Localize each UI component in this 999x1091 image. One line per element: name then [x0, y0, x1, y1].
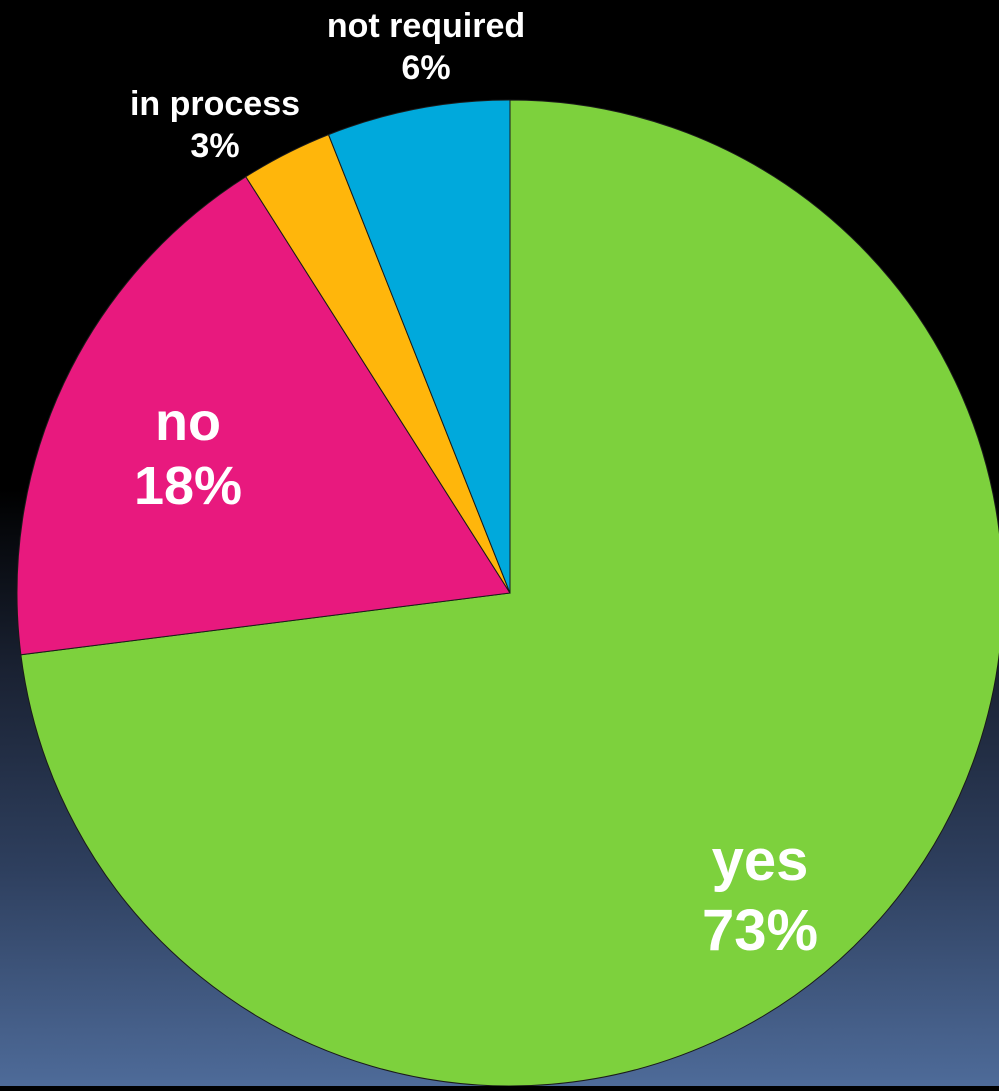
slice-label-in-process: in process — [130, 85, 300, 123]
slices-layer — [16, 99, 999, 1087]
pie-slice-yes — [20, 99, 999, 1087]
slice-label-no: no — [155, 392, 221, 452]
slice-value-not-required: 6% — [401, 49, 450, 87]
pie-slice-no — [16, 176, 511, 656]
slice-value-in-process: 3% — [190, 127, 239, 165]
slice-label-yes: yes — [712, 828, 809, 893]
slice-label-not-required: not required — [327, 7, 525, 45]
slice-value-yes: 73% — [702, 898, 818, 963]
pie-slice-not-required — [327, 99, 511, 594]
slice-value-no: 18% — [134, 456, 242, 516]
